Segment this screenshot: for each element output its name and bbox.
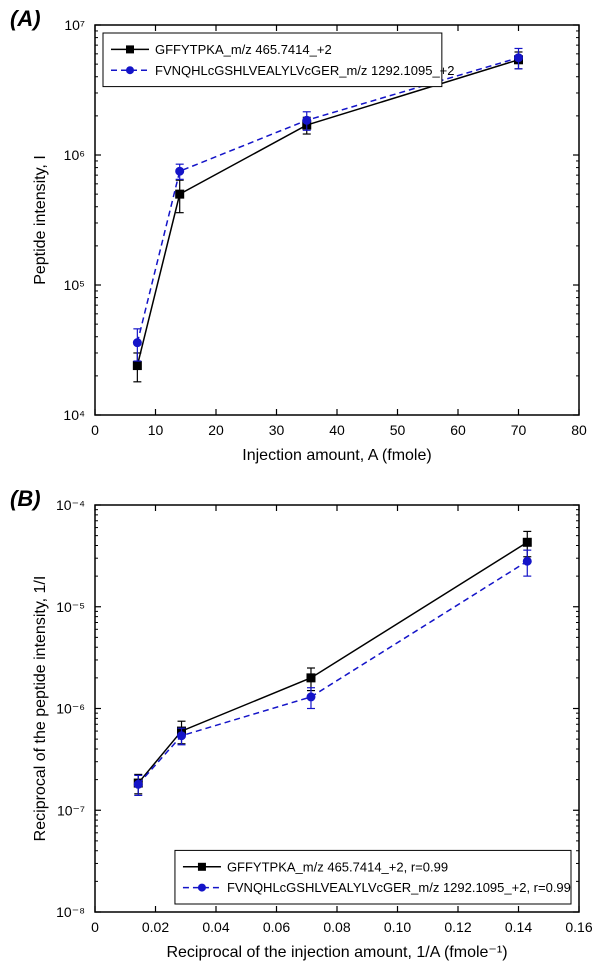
svg-text:40: 40: [329, 422, 345, 438]
svg-text:10⁵: 10⁵: [64, 277, 85, 293]
svg-text:70: 70: [511, 422, 527, 438]
figure-container: (A) 0 10 20 30 40 50 60 70 80 10⁴ 10⁵ 10⁶ 10⁷ Injecti…: [0, 0, 604, 977]
svg-text:0.06: 0.06: [263, 919, 290, 935]
panel-b-chart: 0 0.02 0.04 0.06 0.08 0.10 0.12 0.14 0.16 10⁻⁸ 10⁻…: [0, 480, 604, 977]
svg-text:Peptide intensity, I: Peptide intensity, I: [32, 155, 49, 285]
svg-text:0: 0: [91, 422, 99, 438]
svg-text:10⁻⁸: 10⁻⁸: [56, 904, 85, 920]
svg-text:50: 50: [390, 422, 406, 438]
svg-text:0.16: 0.16: [565, 919, 592, 935]
svg-text:0.02: 0.02: [142, 919, 169, 935]
svg-text:60: 60: [450, 422, 466, 438]
svg-text:Reciprocal of the injection am: Reciprocal of the injection amount, 1/A …: [166, 944, 507, 961]
svg-text:10⁻⁴: 10⁻⁴: [56, 497, 85, 513]
svg-text:10⁷: 10⁷: [64, 17, 85, 33]
svg-text:GFFYTPKA_m/z 465.7414_+2: GFFYTPKA_m/z 465.7414_+2: [155, 42, 332, 57]
svg-text:0.12: 0.12: [444, 919, 471, 935]
svg-text:0.08: 0.08: [323, 919, 350, 935]
svg-text:10⁶: 10⁶: [64, 147, 85, 163]
svg-text:10: 10: [148, 422, 164, 438]
svg-text:0.10: 0.10: [384, 919, 411, 935]
panel-b-label: (B): [10, 486, 41, 512]
svg-text:0.04: 0.04: [202, 919, 229, 935]
svg-text:FVNQHLcGSHLVEALYLVcGER_m/z 129: FVNQHLcGSHLVEALYLVcGER_m/z 1292.1095_+2: [155, 63, 455, 78]
panel-a-label: (A): [10, 6, 41, 32]
svg-text:FVNQHLcGSHLVEALYLVcGER_m/z 129: FVNQHLcGSHLVEALYLVcGER_m/z 1292.1095_+2,…: [227, 880, 571, 895]
svg-text:GFFYTPKA_m/z 465.7414_+2, r=0.: GFFYTPKA_m/z 465.7414_+2, r=0.99: [227, 859, 448, 874]
svg-text:20: 20: [208, 422, 224, 438]
svg-text:0: 0: [91, 919, 99, 935]
svg-text:0.14: 0.14: [505, 919, 532, 935]
svg-text:10⁻⁵: 10⁻⁵: [56, 599, 85, 615]
svg-text:30: 30: [269, 422, 285, 438]
svg-text:10⁻⁷: 10⁻⁷: [57, 802, 85, 818]
svg-text:10⁴: 10⁴: [63, 407, 85, 423]
svg-text:Reciprocal of the peptide inte: Reciprocal of the peptide intensity, 1/I: [32, 576, 49, 842]
panel-b: (B) 0 0.02 0.04 0.06 0.08 0.10 0.12 0.14 0.16 10⁻…: [0, 480, 604, 977]
panel-a-chart: 0 10 20 30 40 50 60 70 80 10⁴ 10⁵ 10⁶ 10⁷ Injection a…: [0, 0, 604, 480]
svg-text:80: 80: [571, 422, 587, 438]
svg-text:10⁻⁶: 10⁻⁶: [56, 701, 85, 717]
svg-text:Injection amount, A (fmole): Injection amount, A (fmole): [242, 447, 431, 464]
panel-a: (A) 0 10 20 30 40 50 60 70 80 10⁴ 10⁵ 10⁶ 10⁷ Injecti…: [0, 0, 604, 480]
